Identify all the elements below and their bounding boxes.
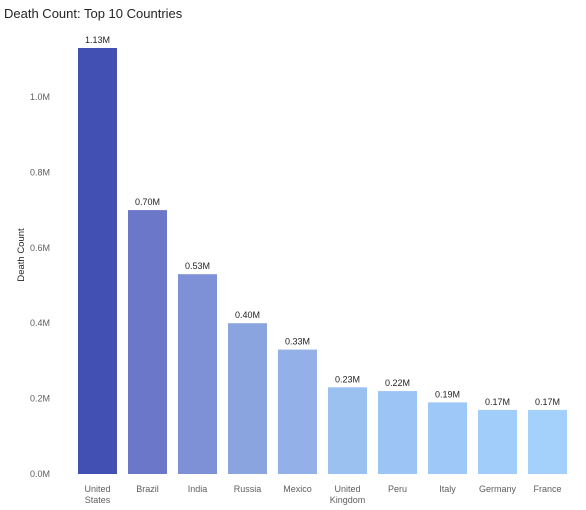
chart-title: Death Count: Top 10 Countries — [4, 6, 183, 21]
y-tick-label: 0.8M — [30, 167, 50, 177]
y-tick-label: 0.0M — [30, 469, 50, 479]
bar[interactable] — [428, 402, 467, 474]
bar[interactable] — [328, 387, 367, 474]
bar[interactable] — [278, 349, 317, 474]
x-tick-label: United States — [84, 484, 110, 505]
bar[interactable] — [478, 409, 517, 474]
y-tick-label: 1.0M — [30, 92, 50, 102]
bar[interactable] — [78, 48, 117, 474]
x-tick-label: Russia — [234, 484, 262, 494]
data-label: 0.17M — [535, 397, 560, 407]
x-tick-label: Germany — [479, 484, 517, 494]
data-label: 0.17M — [485, 397, 510, 407]
data-label: 0.40M — [235, 310, 260, 320]
data-label: 0.22M — [385, 378, 410, 388]
y-axis-label: Death Count — [16, 228, 27, 282]
bar[interactable] — [378, 391, 417, 474]
x-tick-label: Mexico — [283, 484, 312, 494]
data-label: 1.13M — [85, 35, 110, 45]
x-tick-label: Peru — [388, 484, 407, 494]
bar[interactable] — [178, 274, 217, 474]
data-label: 0.23M — [335, 374, 360, 384]
x-tick-label: Italy — [439, 484, 456, 494]
y-tick-label: 0.6M — [30, 243, 50, 253]
data-label: 0.70M — [135, 197, 160, 207]
y-tick-label: 0.2M — [30, 394, 50, 404]
data-label: 0.19M — [435, 389, 460, 399]
y-tick-label: 0.4M — [30, 318, 50, 328]
bar[interactable] — [528, 409, 567, 474]
data-label: 0.33M — [285, 337, 310, 347]
x-tick-label: India — [188, 484, 208, 494]
x-tick-label: United Kingdom — [330, 484, 366, 505]
x-tick-label: France — [533, 484, 561, 494]
bar[interactable] — [228, 323, 267, 474]
data-label: 0.53M — [185, 261, 210, 271]
bar[interactable] — [128, 210, 167, 474]
x-tick-label: Brazil — [136, 484, 159, 494]
